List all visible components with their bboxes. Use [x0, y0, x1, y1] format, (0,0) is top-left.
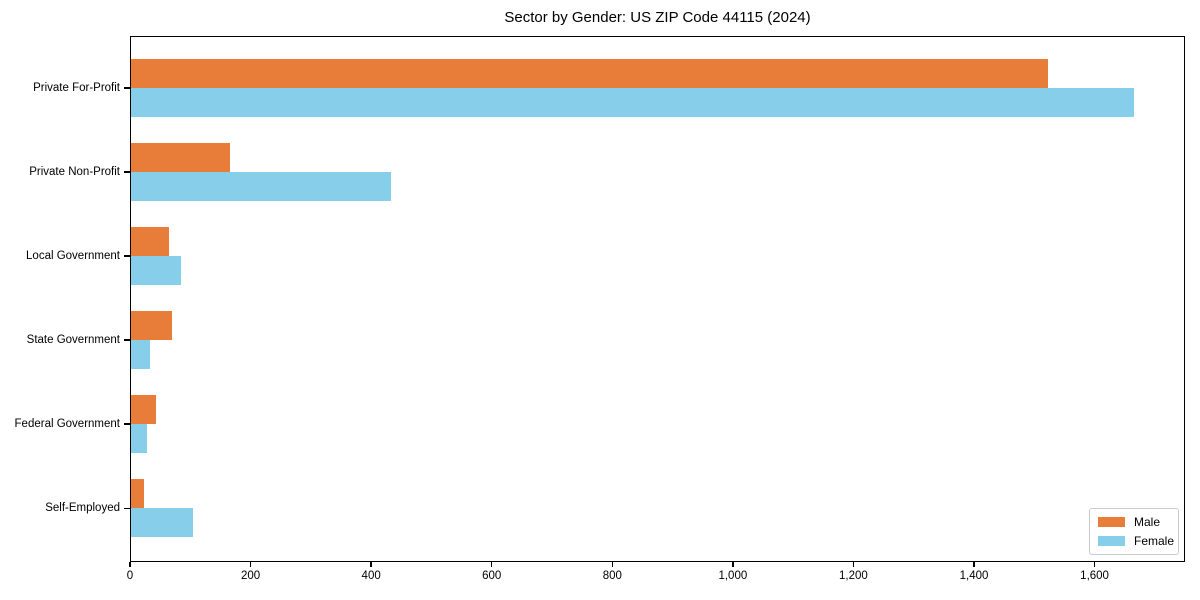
x-tick-mark: [611, 562, 614, 567]
x-tick-label-1400: 1,400: [959, 570, 989, 582]
x-tick-label-0: 0: [126, 570, 134, 582]
x-tick-mark: [490, 562, 493, 567]
y-tick-label-private-for-profit: Private For-Profit: [33, 82, 120, 94]
bar-male-federal-government: [130, 395, 156, 425]
x-tick-label-200: 200: [240, 570, 261, 582]
legend-item-male: Male: [1098, 515, 1170, 529]
legend-swatch-female: [1098, 536, 1125, 546]
bar-female-private-for-profit: [130, 88, 1135, 117]
legend-label-female: Female: [1134, 534, 1175, 548]
y-tick-label-private-non-profit: Private Non-Profit: [29, 166, 120, 179]
y-tick-label-local-government: Local Government: [26, 250, 120, 263]
plot-area: [130, 36, 1185, 562]
x-tick-mark: [852, 562, 855, 567]
bar-female-self-employed: [130, 508, 193, 538]
y-tick-label-federal-government: Federal Government: [14, 418, 120, 431]
bar-female-private-non-profit: [130, 172, 392, 202]
bar-female-local-government: [130, 256, 181, 286]
y-tick-label-self-employed: Self-Employed: [45, 502, 120, 515]
chart-title: Sector by Gender: US ZIP Code 44115 (202…: [504, 9, 811, 26]
y-tick-label-state-government: State Government: [26, 334, 120, 347]
x-tick-label-1600: 1,600: [1080, 570, 1109, 582]
bar-female-federal-government: [130, 424, 147, 454]
x-tick-label-1200: 1,200: [839, 570, 868, 582]
legend-swatch-male: [1098, 517, 1125, 527]
x-tick-mark: [249, 562, 252, 567]
bar-male-state-government: [130, 311, 172, 341]
bar-male-self-employed: [130, 479, 145, 509]
x-tick-mark: [973, 562, 975, 567]
x-tick-mark: [732, 562, 734, 567]
legend: Male Female: [1089, 508, 1179, 555]
x-tick-mark: [370, 562, 372, 567]
legend-label-male: Male: [1134, 515, 1161, 529]
x-tick-label-600: 600: [482, 570, 502, 582]
x-tick-mark: [1093, 562, 1096, 567]
bar-male-private-for-profit: [130, 59, 1048, 88]
x-tick-mark: [129, 562, 131, 567]
x-tick-label-1000: 1,000: [718, 570, 748, 582]
x-tick-label-400: 400: [361, 570, 381, 582]
x-tick-label-800: 800: [602, 570, 622, 582]
bar-female-state-government: [130, 340, 151, 370]
legend-item-female: Female: [1098, 534, 1174, 548]
bar-male-local-government: [130, 227, 170, 257]
bar-male-private-non-profit: [130, 143, 231, 173]
